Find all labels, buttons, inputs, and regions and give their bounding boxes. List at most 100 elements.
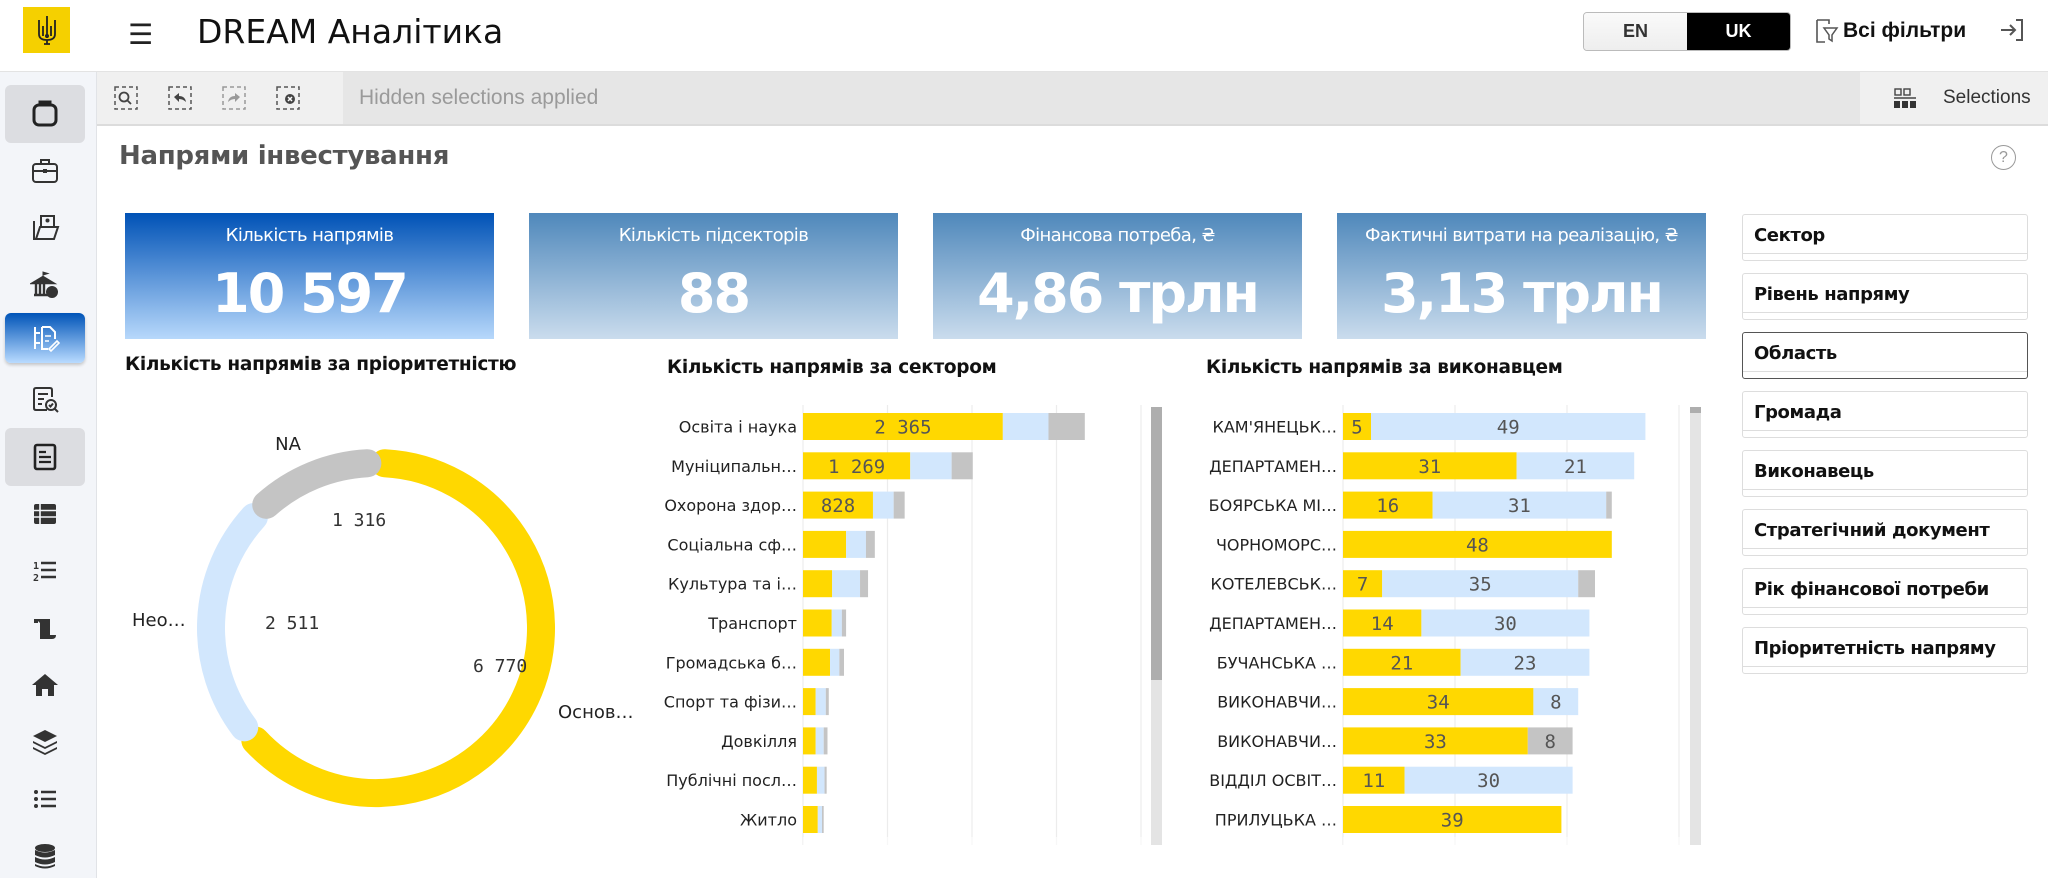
bar-segment[interactable] <box>803 491 873 519</box>
bar-segment[interactable] <box>825 688 829 716</box>
bar-segment[interactable] <box>803 806 818 833</box>
bar-segment[interactable] <box>1382 570 1579 598</box>
bar-value-label: 31 <box>1508 495 1531 517</box>
bar-segment[interactable] <box>832 570 861 598</box>
bar-segment[interactable] <box>1404 766 1573 794</box>
bar-segment[interactable] <box>1606 491 1612 519</box>
bar-segment[interactable] <box>841 609 847 637</box>
scrollbar-thumb[interactable] <box>1151 407 1162 680</box>
donut-slice[interactable] <box>197 502 268 742</box>
filter-financial-need-year[interactable]: Рік фінансової потреби <box>1742 568 2028 615</box>
filter-executor[interactable]: Виконавець <box>1742 450 2028 497</box>
bar-segment[interactable] <box>816 766 825 794</box>
bar-segment[interactable] <box>1516 452 1635 480</box>
bar-segment[interactable] <box>872 491 894 519</box>
bar-segment[interactable] <box>824 766 827 794</box>
selections-button[interactable]: Selections <box>1860 72 2048 124</box>
bar-segment[interactable] <box>1343 806 1562 833</box>
bar-segment[interactable] <box>839 648 844 676</box>
donut-slice[interactable] <box>241 449 555 807</box>
lang-uk-button[interactable]: UK <box>1687 13 1790 50</box>
donut-slice[interactable] <box>252 449 382 519</box>
step-forward-icon[interactable] <box>221 85 247 111</box>
bar-segment[interactable] <box>1343 413 1371 440</box>
sidebar-item-layers[interactable] <box>5 713 85 771</box>
bar-segment[interactable] <box>846 530 866 558</box>
executor-chart-title: Кількість напрямів за виконавцем <box>1206 357 1563 378</box>
bar-segment[interactable] <box>815 727 824 755</box>
bar-segment[interactable] <box>910 452 952 480</box>
bar-segment[interactable] <box>1048 413 1085 440</box>
all-filters-button[interactable]: Всі фільтри <box>1815 18 1966 44</box>
bar-segment[interactable] <box>803 452 911 480</box>
bar-segment[interactable] <box>860 570 869 598</box>
sidebar-item-checklist[interactable] <box>5 370 85 428</box>
sidebar-item-scroll[interactable] <box>5 599 85 657</box>
bar-segment[interactable] <box>815 688 826 716</box>
sidebar-item-folder-user[interactable] <box>5 199 85 257</box>
bar-segment[interactable] <box>803 688 816 716</box>
table-list-icon <box>34 504 56 524</box>
bar-segment[interactable] <box>1371 413 1646 440</box>
bar-segment[interactable] <box>1343 491 1433 519</box>
sidebar-item-home[interactable] <box>5 656 85 714</box>
bar-segment[interactable] <box>1421 609 1590 637</box>
page-title: Напрями інвестування <box>119 141 450 171</box>
bar-segment[interactable] <box>817 806 823 833</box>
smart-search-icon[interactable] <box>113 85 139 111</box>
filter-sector[interactable]: Сектор <box>1742 214 2028 261</box>
filter-direction-level[interactable]: Рівень напряму <box>1742 273 2028 320</box>
bar-segment[interactable] <box>822 806 824 833</box>
bar-segment[interactable] <box>803 727 816 755</box>
bar-segment[interactable] <box>1533 688 1579 716</box>
hamburger-menu-icon[interactable]: ☰ <box>128 19 154 50</box>
bar-segment[interactable] <box>830 648 840 676</box>
bar-segment[interactable] <box>803 766 817 794</box>
sidebar-item-table[interactable] <box>5 485 85 543</box>
scrollbar-thumb[interactable] <box>1690 407 1701 413</box>
bar-segment[interactable] <box>1343 570 1383 598</box>
bar-segment[interactable] <box>893 491 905 519</box>
filter-region[interactable]: Область <box>1742 332 2028 379</box>
ukraine-trident-icon[interactable] <box>23 7 70 53</box>
bar-segment[interactable] <box>1460 648 1590 676</box>
sidebar-item-clipboard[interactable] <box>5 85 85 143</box>
bar-segment[interactable] <box>1343 530 1612 558</box>
bar-segment[interactable] <box>1002 413 1049 440</box>
bar-segment[interactable] <box>1343 766 1405 794</box>
sidebar-item-database[interactable] <box>5 827 85 885</box>
bar-segment[interactable] <box>803 648 831 676</box>
sidebar-item-briefcase[interactable] <box>5 142 85 200</box>
bar-segment[interactable] <box>1343 452 1517 480</box>
help-icon[interactable]: ? <box>1991 145 2016 170</box>
filter-strategic-document[interactable]: Стратегічний документ <box>1742 509 2028 556</box>
bar-segment[interactable] <box>803 609 832 637</box>
lang-en-button[interactable]: EN <box>1584 13 1687 50</box>
kpi-card-financial-need: Фінансова потреба, ₴ 4,86 трлн <box>933 213 1302 339</box>
bar-segment[interactable] <box>1343 609 1422 637</box>
bar-segment[interactable] <box>803 570 833 598</box>
bar-segment[interactable] <box>1343 727 1528 755</box>
bar-segment[interactable] <box>951 452 973 480</box>
bar-segment[interactable] <box>1527 727 1573 755</box>
bar-segment[interactable] <box>1343 648 1461 676</box>
bar-segment[interactable] <box>831 609 842 637</box>
sidebar-item-bullet-list[interactable] <box>5 770 85 828</box>
filter-community[interactable]: Громада <box>1742 391 2028 438</box>
bar-segment[interactable] <box>865 530 875 558</box>
clear-selections-icon[interactable] <box>275 85 301 111</box>
scrollbar-track[interactable] <box>1690 407 1701 845</box>
bar-segment[interactable] <box>823 727 828 755</box>
logout-icon[interactable] <box>1998 16 2026 49</box>
bar-segment[interactable] <box>1432 491 1607 519</box>
bar-segment[interactable] <box>1578 570 1595 598</box>
filter-direction-priority[interactable]: Пріоритетність напряму <box>1742 627 2028 674</box>
sidebar-item-report[interactable] <box>5 428 85 486</box>
sidebar-item-directions[interactable] <box>5 313 85 363</box>
bar-segment[interactable] <box>803 413 1003 440</box>
sidebar-item-bank[interactable] <box>5 256 85 314</box>
bar-segment[interactable] <box>1343 688 1534 716</box>
step-back-icon[interactable] <box>167 85 193 111</box>
bar-segment[interactable] <box>803 530 847 558</box>
